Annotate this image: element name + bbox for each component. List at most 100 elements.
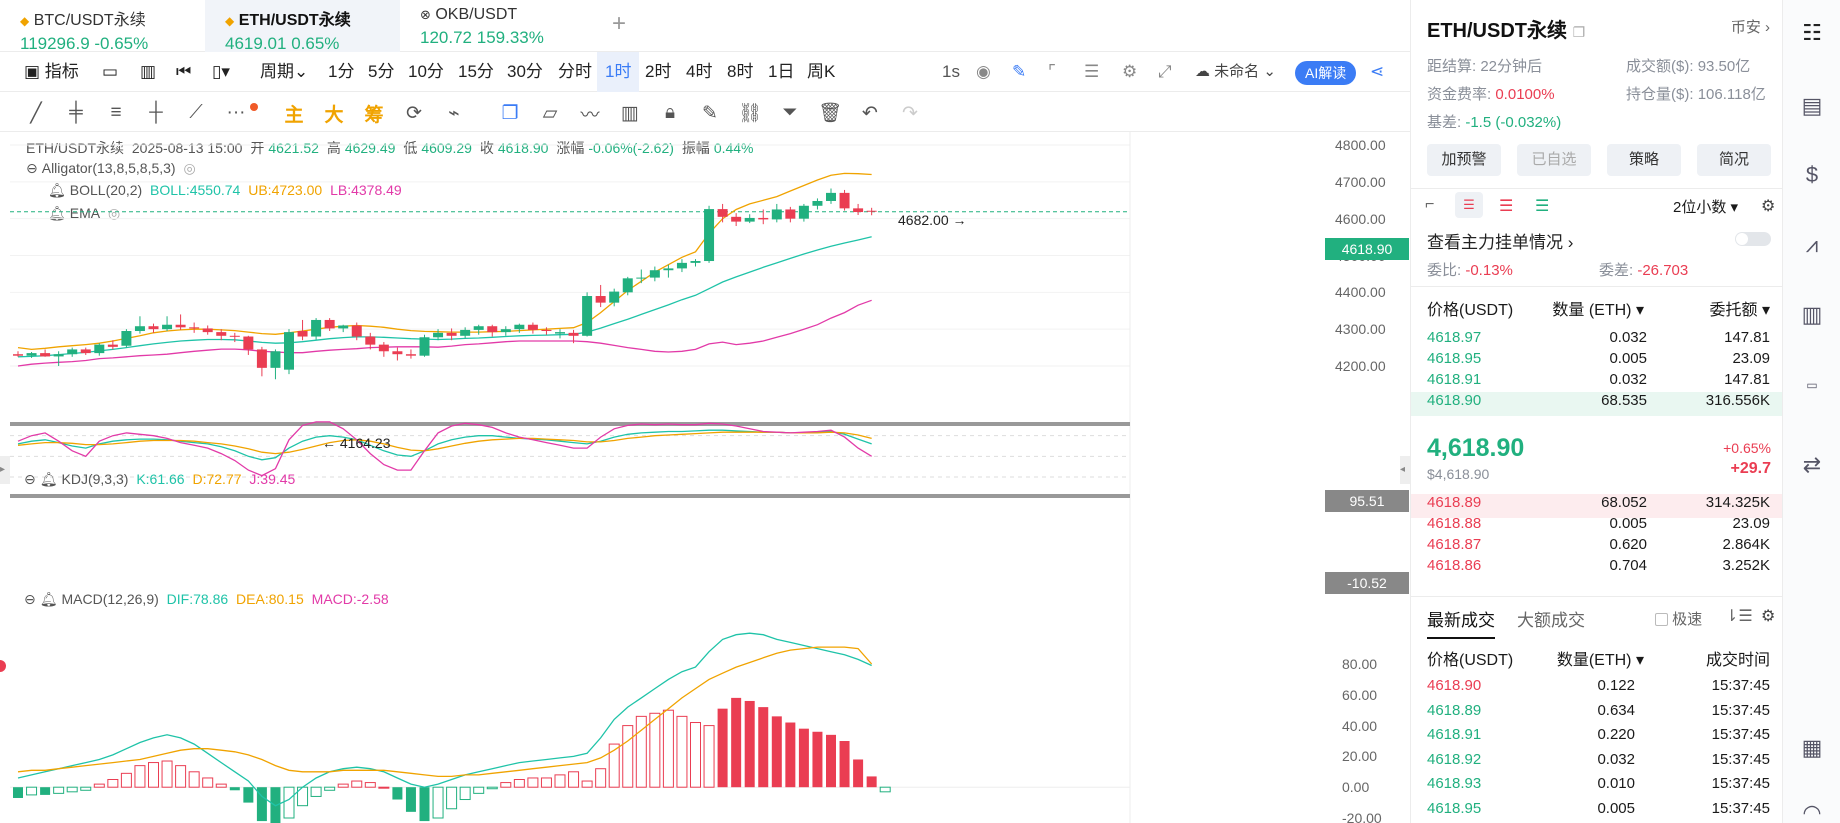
ob-settings-icon[interactable]: ⚙: [1761, 198, 1776, 215]
hide-eye-icon[interactable]: ◎: [183, 160, 196, 176]
swap-nav-icon[interactable]: ⇄: [1802, 452, 1822, 477]
bell-icon[interactable]: 🔔︎: [39, 591, 58, 607]
collapse-left-handle[interactable]: ▸: [0, 456, 10, 484]
ob-mode-asks-icon[interactable]: ☰: [1499, 198, 1514, 215]
hline-icon[interactable]: ╪: [69, 102, 83, 123]
stats-nav-icon[interactable]: ▥: [1801, 302, 1823, 327]
exchange-selector[interactable]: 币安 ›: [1730, 19, 1770, 36]
orderbook-row[interactable]: 4618.95 0.005 23.09: [1411, 350, 1782, 374]
interval-30m[interactable]: 30分: [507, 62, 543, 81]
undo-icon[interactable]: ↶: [862, 102, 878, 124]
tab-okb[interactable]: ⊗ OKB/USDT 120.72 159.33%: [400, 0, 600, 52]
ob-mode-bids-icon[interactable]: ☰: [1535, 198, 1550, 215]
orderbook-row[interactable]: 4618.88 0.005 23.09: [1411, 515, 1782, 539]
chart-canvas[interactable]: [0, 132, 1410, 823]
collapse-icon[interactable]: ⊖: [24, 471, 36, 487]
ray-icon[interactable]: ┼: [149, 102, 163, 123]
add-tab-button[interactable]: +: [612, 10, 627, 37]
fullscreen-icon[interactable]: ⤢: [1158, 62, 1172, 81]
main-orders-link[interactable]: 查看主力挂单情况 ›: [1427, 233, 1574, 252]
interval-4h[interactable]: 4时: [686, 62, 713, 81]
pen-icon[interactable]: ✎: [1012, 62, 1027, 81]
fib-icon[interactable]: ⟋: [189, 102, 203, 123]
interval-timeshare[interactable]: 分时: [558, 62, 592, 81]
watchlist-button[interactable]: 已自选: [1517, 144, 1591, 176]
orderbook-row[interactable]: 4618.90 68.535 316.556K: [1411, 392, 1782, 416]
orderbook-row[interactable]: 4618.86 0.704 3.252K: [1411, 557, 1782, 581]
interval-10m[interactable]: 10分: [408, 62, 444, 81]
tab-large-trades[interactable]: 大额成交: [1517, 611, 1585, 630]
dollar-nav-icon[interactable]: $: [1805, 162, 1819, 187]
interval-week[interactable]: 周K: [807, 62, 836, 81]
big-order-button[interactable]: 大: [324, 104, 344, 126]
trades-settings-icon[interactable]: ⚙: [1761, 608, 1776, 625]
copy-icon[interactable]: ❐: [1572, 24, 1586, 40]
tab-latest-trades[interactable]: 最新成交: [1427, 606, 1495, 639]
ema-legend[interactable]: 🔔︎ EMA ◎: [48, 205, 124, 222]
redo-icon[interactable]: ↷: [902, 102, 918, 124]
orderbook-row[interactable]: 4618.97 0.032 147.81: [1411, 329, 1782, 353]
interval-2h[interactable]: 2时: [645, 62, 672, 81]
user-nav-icon[interactable]: ◠: [1802, 800, 1822, 823]
share-icon[interactable]: ⋖: [1370, 62, 1385, 81]
ob-qty-header[interactable]: 数量 (ETH) ▾: [1552, 302, 1644, 319]
boll-legend[interactable]: 🔔︎ BOLL(20,2) BOLL:4550.74 UB:4723.00 LB:…: [48, 182, 406, 199]
collapse-icon[interactable]: ⊖: [24, 591, 36, 607]
decimals-dropdown[interactable]: 2位小数 ▾: [1673, 199, 1739, 216]
ai-interpret-button[interactable]: AI解读: [1295, 61, 1357, 85]
hide-eye-icon[interactable]: ◎: [108, 205, 121, 221]
add-alert-button[interactable]: 加预警: [1427, 144, 1501, 176]
interval-1h[interactable]: 1时: [597, 52, 640, 92]
select-icon[interactable]: ⌜: [1048, 62, 1056, 81]
layout-save-dropdown[interactable]: ☁ 未命名 ⌄: [1195, 63, 1276, 80]
sync-icon[interactable]: ⟳: [406, 102, 422, 124]
interval-1m[interactable]: 1分: [328, 62, 355, 81]
interval-15m[interactable]: 15分: [458, 62, 494, 81]
indicator-button[interactable]: ▣ 指标: [24, 52, 79, 92]
main-force-button[interactable]: 主: [284, 104, 304, 126]
document-nav-icon[interactable]: ▤: [1801, 93, 1823, 118]
magnet-icon[interactable]: ⌁: [448, 102, 460, 124]
interval-8h[interactable]: 8时: [727, 62, 754, 81]
settings-icon[interactable]: ⚙: [1122, 62, 1138, 81]
interval-1d[interactable]: 1日: [768, 62, 795, 81]
orderbook-nav-icon[interactable]: ☷: [1802, 20, 1822, 45]
link-icon[interactable]: ⛓: [737, 103, 763, 124]
copy-icon[interactable]: ❐: [501, 102, 519, 124]
fast-mode-checkbox[interactable]: 极速: [1655, 608, 1702, 629]
collapse-icon[interactable]: ⊖: [26, 160, 38, 176]
more-tools-icon[interactable]: ···: [226, 102, 246, 123]
ob-mode-split-icon[interactable]: ☰: [1455, 192, 1483, 218]
bars-icon[interactable]: ▥: [621, 102, 639, 124]
ob-mode-both-icon[interactable]: ⌐: [1425, 196, 1435, 213]
orderbook-row[interactable]: 4618.89 68.052 314.325K: [1411, 494, 1782, 518]
main-orders-toggle[interactable]: [1735, 232, 1771, 246]
refresh-1s[interactable]: 1s: [942, 62, 960, 81]
layout-icon[interactable]: ▥: [140, 62, 157, 81]
parallel-channel-icon[interactable]: ≡: [110, 102, 122, 123]
sort-icon[interactable]: ⇂☰: [1725, 608, 1753, 625]
bell-icon[interactable]: 🔔︎: [48, 182, 66, 198]
calendar-icon[interactable]: ▭: [102, 62, 119, 81]
summary-button[interactable]: 简况: [1697, 144, 1771, 176]
camera-icon[interactable]: ◉: [976, 62, 991, 81]
kdj-legend[interactable]: ⊖ 🔔︎ KDJ(9,3,3) K:61.66 D:72.77 J:39.45: [24, 471, 299, 488]
trades-qty-header[interactable]: 数量(ETH) ▾: [1556, 652, 1644, 669]
brush-icon[interactable]: 〰: [580, 104, 600, 126]
macd-legend[interactable]: ⊖ 🔔︎ MACD(12,26,9) DIF:78.86 DEA:80.15 MAC…: [24, 591, 393, 608]
note-icon[interactable]: ✎: [702, 102, 718, 124]
candle-type-icon[interactable]: ▯▾: [212, 62, 230, 81]
delete-icon[interactable]: 🗑︎: [817, 103, 843, 124]
orderbook-row[interactable]: 4618.87 0.620 2.864K: [1411, 536, 1782, 560]
bell-icon[interactable]: 🔔︎: [39, 471, 58, 487]
ob-amount-header[interactable]: 委托额 ▾: [1709, 302, 1771, 319]
filter-icon[interactable]: ⏷: [782, 102, 798, 123]
chip-button[interactable]: 筹: [364, 104, 384, 126]
tab-eth[interactable]: ◆ ETH/USDT永续 4619.01 0.65%: [205, 0, 400, 53]
orderbook-row[interactable]: 4618.91 0.032 147.81: [1411, 371, 1782, 395]
tab-btc[interactable]: ◆ BTC/USDT永续 119296.9 -0.65%: [0, 0, 205, 53]
collapse-right-handle[interactable]: ◂: [1400, 456, 1410, 484]
strategy-button[interactable]: 策略: [1607, 144, 1681, 176]
alligator-legend[interactable]: ⊖ Alligator(13,8,5,8,5,3) ◎: [26, 160, 200, 177]
lock-icon[interactable]: 🔒︎: [664, 102, 676, 123]
